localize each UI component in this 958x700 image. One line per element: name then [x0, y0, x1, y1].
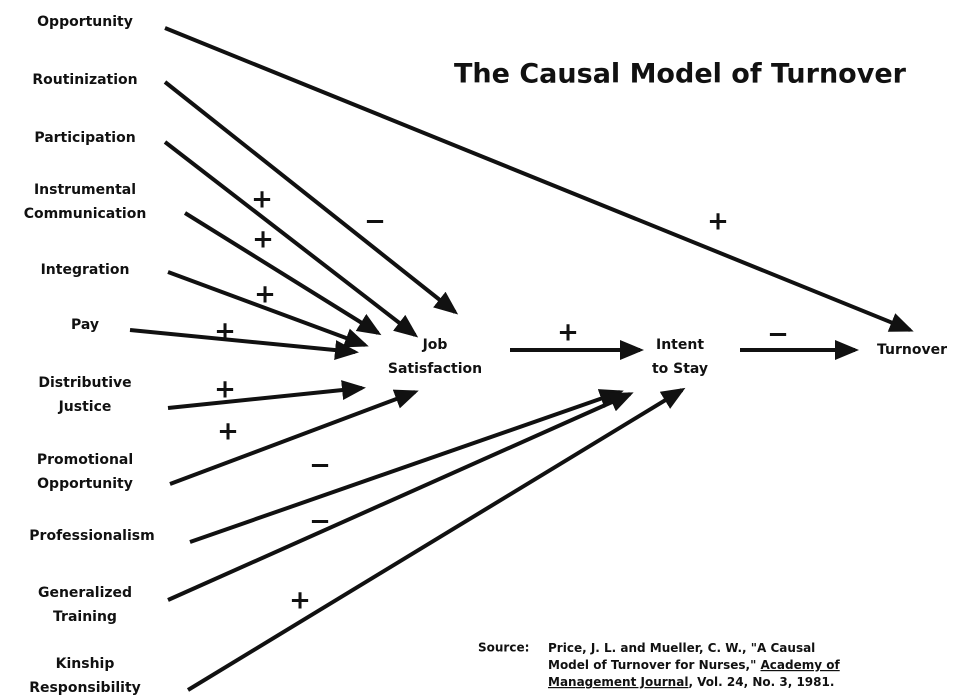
node-label: Intent [656, 337, 704, 353]
arrow [167, 380, 366, 410]
node-label: to Stay [652, 361, 708, 377]
source-line: Model of Turnover for Nurses," Academy o… [548, 658, 840, 672]
source-text: Management Journal [548, 675, 688, 689]
arrow [129, 328, 359, 361]
node-label: Kinship [56, 656, 115, 672]
node-label: Job [422, 337, 448, 353]
arrow [164, 26, 914, 332]
node-label: Opportunity [37, 14, 133, 30]
arrow [169, 389, 419, 486]
node-label: Participation [34, 130, 135, 146]
node-label: Routinization [32, 72, 137, 88]
edge-sign: + [254, 280, 276, 310]
edge-sign: + [214, 375, 236, 405]
node-label: Justice [58, 399, 112, 415]
node-label: Pay [71, 317, 99, 333]
edge-sign: + [707, 207, 729, 237]
edge-sign: + [251, 185, 273, 215]
node-label: Promotional [37, 452, 133, 468]
node-label: Integration [41, 262, 130, 278]
source-line: Price, J. L. and Mueller, C. W., "A Caus… [548, 641, 815, 655]
edge-sign: − [309, 451, 331, 481]
source-text: Model of Turnover for Nurses," [548, 658, 761, 672]
edge-sign: + [214, 317, 236, 347]
source-text: Price, J. L. and Mueller, C. W., "A Caus… [548, 641, 815, 655]
title: The Causal Model of Turnover [454, 59, 907, 90]
arrow [163, 140, 419, 338]
arrow [163, 80, 459, 315]
node-label: Satisfaction [388, 361, 482, 377]
node-label: Distributive [38, 375, 131, 391]
node-label: Responsibility [29, 680, 141, 696]
source-text: Academy of [761, 658, 841, 672]
node-label: Turnover [877, 342, 947, 358]
source-text: , Vol. 24, No. 3, 1981. [688, 675, 834, 689]
arrow [186, 387, 686, 692]
source-line: Management Journal, Vol. 24, No. 3, 1981… [548, 675, 834, 689]
node-label: Training [53, 609, 117, 625]
node-label: Communication [24, 206, 147, 222]
node-label: Professionalism [29, 528, 154, 544]
node-label: Generalized [38, 585, 132, 601]
arrow [167, 270, 369, 348]
edge-sign: + [252, 225, 274, 255]
edge-sign: − [309, 507, 331, 537]
arrow [189, 389, 624, 544]
edge-sign: + [289, 586, 311, 616]
edge-sign: + [557, 318, 579, 348]
node-label: Instrumental [34, 182, 136, 198]
arrow [183, 211, 382, 336]
node-label: Opportunity [37, 476, 133, 492]
edge-sign: − [767, 320, 789, 350]
edge-sign: + [217, 417, 239, 447]
arrow [167, 392, 634, 602]
edge-sign: − [364, 207, 386, 237]
source-label: Source: [478, 641, 529, 655]
